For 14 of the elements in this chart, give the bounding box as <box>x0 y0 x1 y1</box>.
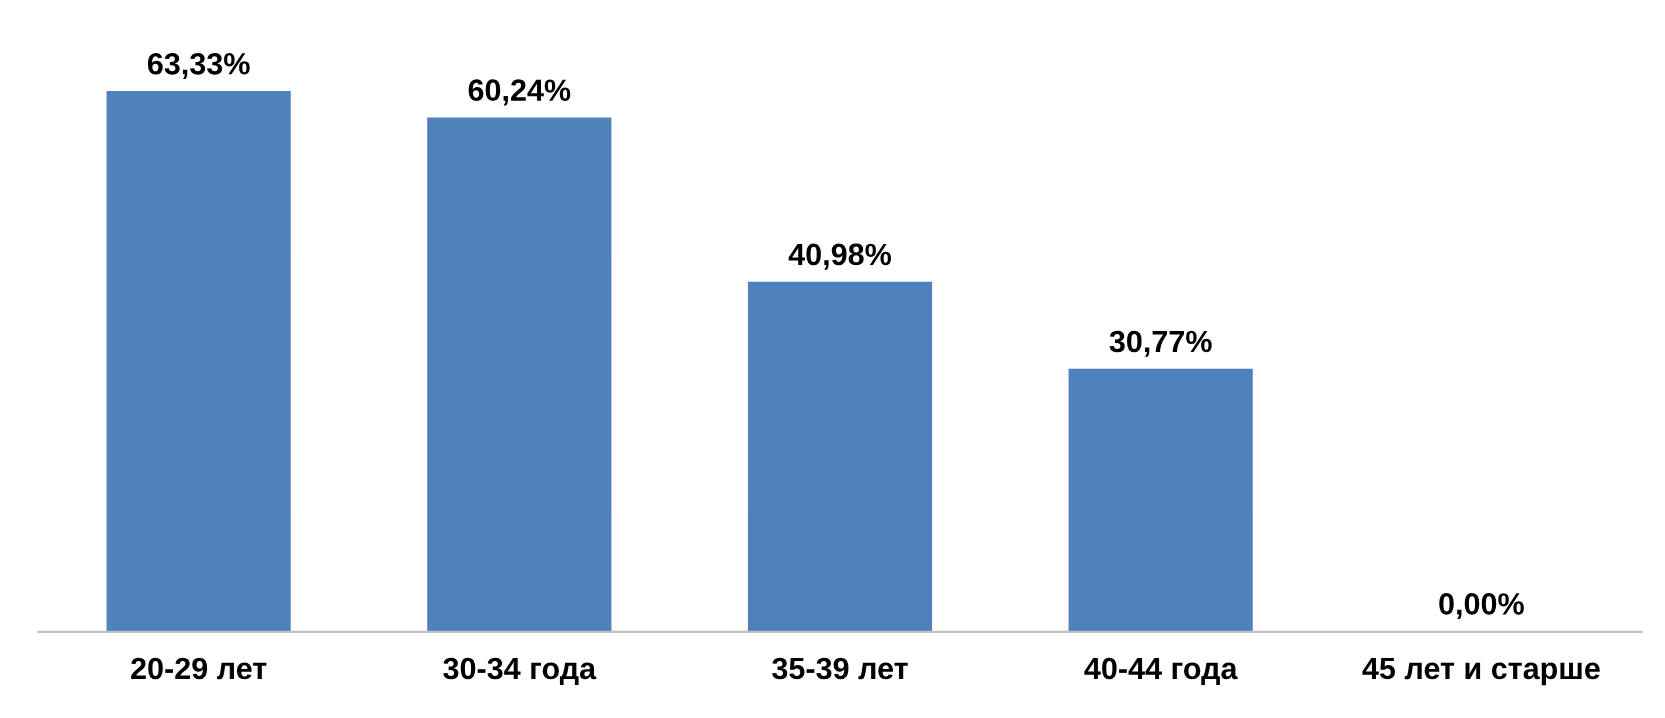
x-tick-label: 40-44 года <box>1084 657 1238 686</box>
x-tick-label: 35-39 лет <box>772 657 908 680</box>
data-label: 30,77% <box>1109 330 1212 357</box>
x-tick-label: 30-34 года <box>443 657 597 686</box>
x-tick-label: 45 лет и старше <box>1362 657 1600 686</box>
bar <box>1068 368 1253 632</box>
data-label: 63,33% <box>147 52 250 80</box>
data-label: 0,00% <box>1439 593 1524 620</box>
bar <box>747 281 933 632</box>
bar <box>427 117 612 632</box>
data-label: 60,24% <box>468 79 571 106</box>
x-tick-label: 20-29 лет <box>131 657 267 680</box>
data-label: 40,98% <box>788 243 892 270</box>
bar <box>106 91 291 632</box>
